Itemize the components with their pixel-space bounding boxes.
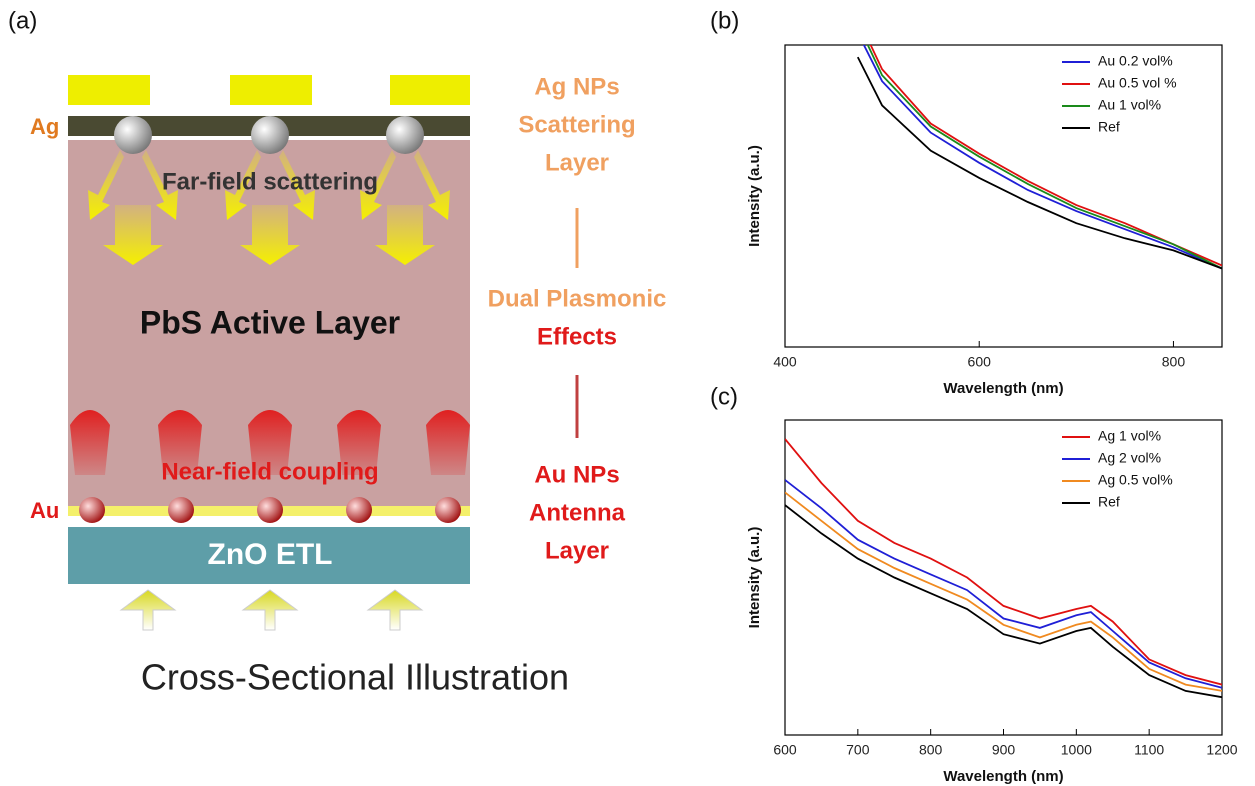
x-tick-label: 700 <box>846 742 870 758</box>
x-tick-label: 800 <box>1162 354 1186 370</box>
x-axis-label: Wavelength (nm) <box>943 380 1063 397</box>
legend-label: Ag 1 vol% <box>1098 428 1161 444</box>
y-axis-label: Intensity (a.u.) <box>746 145 763 247</box>
etl-label: ZnO ETL <box>208 538 333 571</box>
x-tick-label: 1200 <box>1206 742 1237 758</box>
side-label: Ag NPs <box>534 73 619 100</box>
panel-label: (c) <box>710 383 738 410</box>
side-label: Effects <box>537 323 617 350</box>
legend-label: Au 1 vol% <box>1098 97 1161 113</box>
x-axis-label: Wavelength (nm) <box>943 768 1063 785</box>
series-line <box>785 492 1222 691</box>
far-field-label: Far-field scattering <box>162 168 378 195</box>
x-tick-label: 600 <box>773 742 797 758</box>
plot-frame <box>785 420 1222 735</box>
side-label: Layer <box>545 149 609 176</box>
legend-label: Au 0.2 vol% <box>1098 53 1173 69</box>
light-arrows <box>121 590 422 630</box>
caption: Cross-Sectional Illustration <box>141 657 569 698</box>
ag-pad <box>68 75 150 105</box>
legend-label: Ref <box>1098 119 1120 135</box>
active-layer-label: PbS Active Layer <box>140 304 400 340</box>
legend-label: Ag 0.5 vol% <box>1098 472 1173 488</box>
legend-label: Ref <box>1098 494 1120 510</box>
side-label: Antenna <box>529 499 626 526</box>
figure: (a) Ag Au Far-field scattering PbS Activ… <box>0 0 1255 786</box>
ag-pad <box>390 75 470 105</box>
au-label: Au <box>30 498 59 523</box>
panel-label: (a) <box>8 7 37 34</box>
near-field-label: Near-field coupling <box>161 458 378 485</box>
x-tick-label: 800 <box>919 742 943 758</box>
panel-label: (b) <box>710 7 739 34</box>
side-label: Scattering <box>518 111 635 138</box>
legend-label: Au 0.5 vol % <box>1098 75 1177 91</box>
ag-label: Ag <box>30 114 59 139</box>
ag-nanoparticle <box>114 116 152 154</box>
side-label: Layer <box>545 537 609 564</box>
x-tick-label: 1100 <box>1134 742 1164 758</box>
x-tick-label: 900 <box>992 742 1016 758</box>
side-label: Dual Plasmonic <box>488 285 667 312</box>
x-tick-label: 600 <box>968 354 992 370</box>
x-tick-label: 1000 <box>1061 742 1092 758</box>
y-axis-label: Intensity (a.u.) <box>746 527 763 629</box>
ag-pad <box>230 75 312 105</box>
x-tick-label: 400 <box>773 354 797 370</box>
series-line <box>785 480 1222 688</box>
side-label: Au NPs <box>534 461 619 488</box>
ag-nanoparticle <box>251 116 289 154</box>
legend-label: Ag 2 vol% <box>1098 450 1161 466</box>
ag-nanoparticle <box>386 116 424 154</box>
diagram: (a) Ag Au Far-field scattering PbS Activ… <box>8 7 577 697</box>
